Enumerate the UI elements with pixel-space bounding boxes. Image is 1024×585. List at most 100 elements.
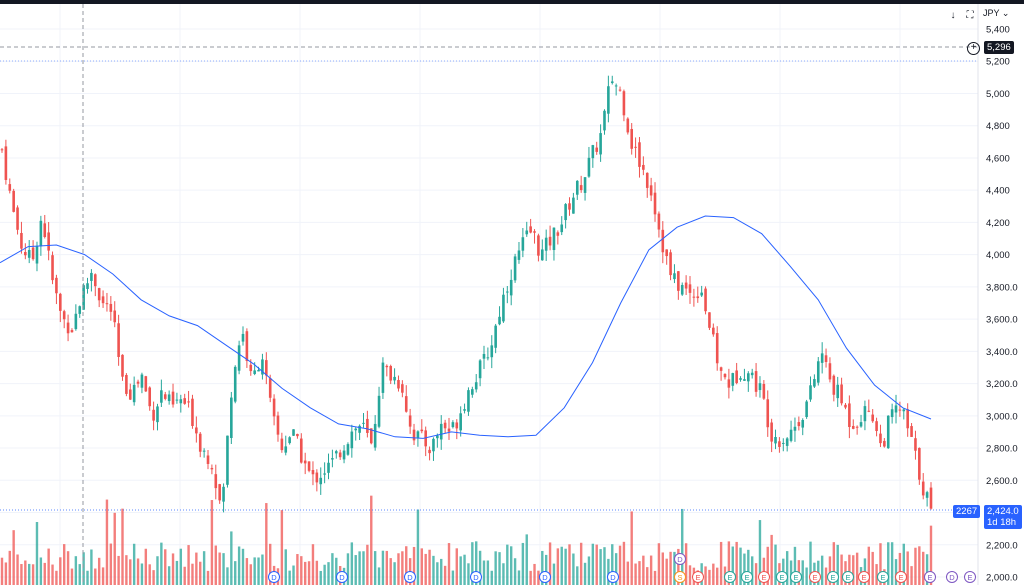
event-marker-label: E [845, 573, 850, 582]
volume-bar [226, 567, 229, 585]
event-marker-circle [924, 571, 936, 583]
candle-body [276, 415, 280, 435]
candle-body [879, 433, 882, 444]
candle-body [502, 294, 505, 322]
event-marker-circle [607, 571, 619, 583]
candle-body [521, 237, 525, 251]
event-marker: E [924, 571, 936, 583]
volume-bar [758, 520, 762, 585]
volume-bar [587, 556, 591, 585]
candle-body [0, 149, 4, 151]
event-marker: E [895, 571, 907, 583]
candle-body [86, 283, 89, 289]
download-arrow-icon[interactable]: ↓ [950, 9, 956, 21]
candle-body [331, 458, 334, 460]
event-marker: D [336, 571, 348, 583]
volume-bar [175, 560, 179, 585]
volume-bar [451, 570, 455, 585]
volume-bar [463, 554, 466, 585]
candle-body [163, 394, 167, 399]
volume-bar [373, 551, 377, 585]
volume-bar [684, 543, 688, 585]
event-marker-circle [724, 571, 736, 583]
volume-bar [832, 542, 836, 585]
candle-body [233, 366, 237, 402]
candle-body [816, 361, 820, 383]
volume-bar [28, 563, 31, 585]
candle-body [914, 438, 917, 451]
candle-body [669, 252, 672, 276]
candle-body [327, 462, 330, 473]
volume-bar [436, 562, 439, 585]
candle-body [750, 372, 754, 376]
candle-body [210, 467, 214, 470]
volume-bar [381, 550, 385, 585]
candle-body [354, 428, 358, 431]
volume-bar [653, 570, 657, 585]
last-price: 2,424.0 [987, 506, 1019, 517]
volume-bar [521, 542, 525, 585]
volume-bar [467, 563, 470, 585]
volume-bar [793, 546, 797, 585]
candle-body [801, 419, 805, 428]
volume-bar [614, 553, 618, 585]
candle-body [762, 383, 766, 399]
candle-body [898, 409, 902, 411]
volume-bar [350, 542, 354, 585]
candle-body [47, 232, 50, 251]
candle-body [463, 409, 466, 411]
volume-bar [716, 567, 719, 585]
candle-body [859, 422, 863, 427]
price-tick-label: 4,400 [986, 186, 1010, 197]
event-marker-label: D [339, 573, 345, 582]
currency-selector[interactable]: JPY ⌄ [983, 8, 1010, 18]
event-marker-label: E [812, 573, 817, 582]
volume-bar [187, 545, 190, 585]
event-marker-label: E [793, 573, 798, 582]
volume-bar [43, 562, 46, 585]
price-tick-label: 3,600.0 [986, 315, 1018, 326]
event-marker-label: D [610, 573, 616, 582]
volume-bar [591, 543, 595, 585]
event-marker: E [858, 571, 870, 583]
fullscreen-icon[interactable]: ⛶ [966, 9, 974, 21]
volume-bar [510, 546, 513, 585]
candle-body [533, 231, 536, 233]
candle-body [579, 185, 583, 191]
candle-body [237, 345, 241, 371]
volume-bar [385, 550, 389, 585]
candle-body [921, 481, 925, 496]
event-marker: D [404, 571, 416, 583]
grid-lines [0, 4, 978, 585]
plus-icon[interactable]: + [967, 42, 980, 55]
candle-body [809, 385, 812, 400]
volume-bar [62, 544, 66, 585]
candle-body [851, 425, 855, 429]
candle-body [529, 226, 532, 233]
candle-body [781, 442, 785, 444]
candle-body [43, 223, 47, 237]
volume-bar [405, 546, 408, 585]
price-tick-label: 3,000.0 [986, 411, 1018, 422]
price-tick-label: 5,200 [986, 57, 1010, 68]
volume-bar [152, 570, 155, 585]
event-marker-circle [336, 571, 348, 583]
volume-bar [475, 541, 478, 585]
volume-bar [688, 565, 692, 585]
candle-body [334, 451, 338, 454]
volume-bar [237, 546, 241, 585]
event-marker-label: D [473, 573, 479, 582]
volume-bar [824, 567, 828, 585]
volume-bar [335, 557, 338, 585]
candle-body [743, 379, 746, 381]
volume-bar [595, 544, 598, 585]
candle-body [416, 431, 420, 439]
volume-bar [537, 570, 540, 585]
top-bar [0, 0, 1024, 4]
candle-body [642, 164, 645, 170]
candle-body [288, 437, 291, 444]
candle-body [90, 272, 93, 281]
candle-body [35, 246, 39, 264]
volume-bar [94, 568, 97, 585]
